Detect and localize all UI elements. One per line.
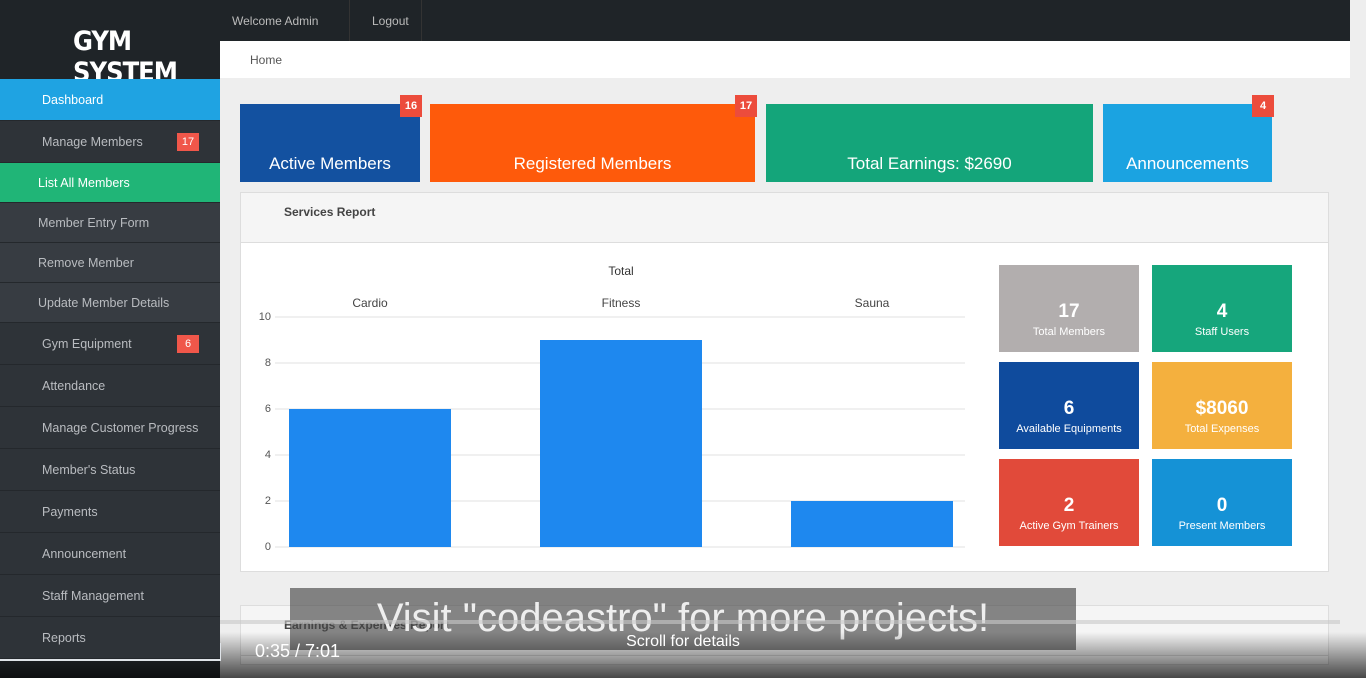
sidebar-item[interactable]: Member Entry Form: [0, 203, 220, 243]
x-tick-label: Fitness: [602, 296, 641, 310]
tile[interactable]: [1152, 265, 1292, 352]
tile-label: Present Members: [1178, 520, 1266, 532]
video-controls: [0, 632, 1366, 678]
sidebar-item[interactable]: Manage Customer Progress: [0, 407, 220, 449]
tile[interactable]: [999, 362, 1139, 449]
tile[interactable]: [1152, 362, 1292, 449]
x-tick-label: Sauna: [855, 296, 890, 310]
tile[interactable]: [999, 265, 1139, 352]
sidebar-item[interactable]: Announcement: [0, 533, 220, 575]
top-bar: Welcome Admin Logout: [220, 0, 1350, 41]
sidebar-item[interactable]: Update Member Details: [0, 283, 220, 323]
tile-label: Available Equipments: [1016, 423, 1122, 435]
chart: Total 0 2 4 6 8 10 Cardio Fitness Sauna: [255, 264, 967, 552]
video-time: 0:35 / 7:01: [255, 641, 341, 661]
sidebar-item[interactable]: Dashboard: [0, 79, 220, 121]
scroll-hint[interactable]: Scroll for details: [626, 633, 740, 650]
welcome-menu[interactable]: Welcome Admin: [220, 0, 350, 41]
y-tick-label: 6: [265, 403, 271, 415]
sidebar-badge: 6: [177, 335, 199, 353]
tile-value: 6: [1063, 398, 1075, 419]
tile-value: $8060: [1195, 398, 1249, 419]
x-tick-label: Cardio: [352, 296, 388, 310]
tile-label: Active Gym Trainers: [1019, 520, 1119, 532]
sidebar-item[interactable]: List All Members: [0, 163, 220, 203]
sidebar-item[interactable]: Reports: [0, 617, 220, 659]
bar: [540, 340, 702, 547]
sidebar-item[interactable]: Member's Status: [0, 449, 220, 491]
logo: GYM SYSTEM: [0, 0, 220, 88]
y-tick-label: 2: [265, 495, 271, 507]
progress-bar[interactable]: [24, 620, 1340, 624]
stat-card[interactable]: Registered Members: [430, 104, 755, 182]
chart-title: Total: [608, 264, 633, 278]
y-tick-label: 8: [265, 357, 271, 369]
tile-label: Staff Users: [1194, 326, 1250, 338]
bar: [791, 501, 953, 547]
tile-label: Total Expenses: [1184, 423, 1260, 435]
stat-card[interactable]: Active Members: [240, 104, 420, 182]
card-badge: 4: [1252, 95, 1274, 117]
breadcrumb[interactable]: Home: [220, 41, 1350, 78]
sidebar-badge: 17: [177, 133, 199, 151]
card-badge: 17: [735, 95, 757, 117]
card-badge: 16: [400, 95, 422, 117]
tile-label: Total Members: [1032, 326, 1106, 338]
tile-value: 17: [1058, 301, 1080, 322]
y-tick-label: 0: [265, 541, 271, 552]
sidebar-item[interactable]: Staff Management: [0, 575, 220, 617]
bar: [289, 409, 451, 547]
tile[interactable]: [1152, 459, 1292, 546]
logout-link[interactable]: Logout: [350, 0, 422, 41]
stat-card[interactable]: Announcements: [1103, 104, 1272, 182]
tile[interactable]: [999, 459, 1139, 546]
y-tick-label: 10: [259, 311, 271, 323]
sidebar-item[interactable]: Payments: [0, 491, 220, 533]
stat-card[interactable]: Total Earnings: $2690: [766, 104, 1093, 182]
sidebar-item[interactable]: Attendance: [0, 365, 220, 407]
panel-title: Services Report: [241, 193, 1328, 243]
tile-value: 0: [1216, 495, 1228, 516]
tile-value: 2: [1063, 495, 1075, 516]
tile-value: 4: [1216, 301, 1228, 322]
sidebar-item[interactable]: Remove Member: [0, 243, 220, 283]
y-tick-label: 4: [265, 449, 271, 461]
